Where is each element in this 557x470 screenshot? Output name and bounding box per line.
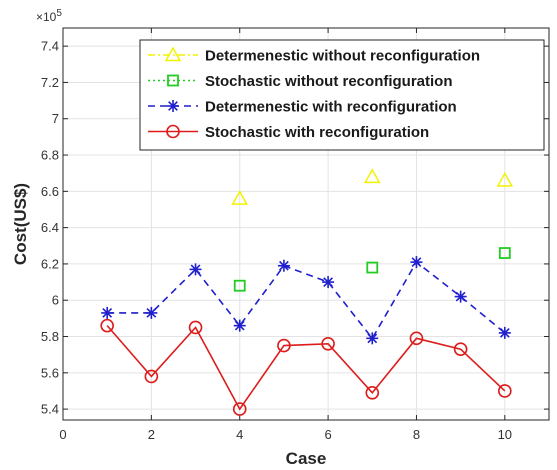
y-tick-label: 5.6 (41, 365, 59, 380)
square-marker (233, 279, 246, 292)
star-stroke (411, 257, 422, 267)
legend-label: Stochastic with reconfiguration (205, 124, 429, 141)
star-marker (366, 332, 379, 345)
star-marker (277, 259, 290, 272)
y-tick-label: 6.4 (41, 220, 59, 235)
star-stroke (146, 308, 157, 318)
series-line (106, 325, 506, 411)
square-marker (167, 74, 179, 87)
axes-box (62, 27, 550, 421)
legend-box (139, 39, 545, 151)
series-group (100, 168, 514, 416)
y-tick-label: 5.4 (41, 402, 59, 417)
star-stroke (279, 260, 289, 271)
circle-marker (498, 384, 512, 398)
y-tick-label: 5.8 (41, 329, 59, 344)
x-tick-label: 10 (498, 427, 512, 442)
star-marker (454, 290, 467, 303)
star-marker (322, 276, 335, 289)
y-tick-label: 6.8 (41, 148, 59, 163)
circle-marker (100, 318, 114, 333)
x-axis-title: Case (286, 449, 327, 468)
x-tick-label: 4 (236, 427, 243, 442)
axes: 0 2 4 6 8 10 5.4 5.6 5.8 6 6.2 6.4 6.6 6.8 7 7.2 7.4 (41, 27, 550, 442)
star-stroke (499, 328, 510, 338)
legend-label: Determenestic without reconfiguration (205, 48, 480, 65)
y-tick-label: 6 (52, 293, 59, 308)
square-marker (498, 247, 511, 259)
star-stroke (367, 333, 378, 344)
y-tick-label: 6.6 (41, 184, 59, 199)
star-marker (101, 306, 114, 319)
star-stroke (168, 101, 178, 111)
y-tick-label: 7.2 (41, 75, 59, 90)
legend-item: Determenestic with reconfiguration (148, 99, 457, 116)
y-tick-label: 7 (52, 111, 59, 126)
triangle-marker (164, 46, 182, 62)
x-tick-label: 0 (59, 427, 66, 442)
series-line (107, 260, 506, 340)
series-4 (100, 318, 512, 416)
series-2 (233, 247, 511, 292)
legend-label: Stochastic without reconfiguration (205, 73, 453, 90)
star-stroke (234, 320, 245, 331)
circle-marker (277, 338, 291, 353)
x-tick-label: 8 (413, 427, 420, 442)
circle-marker (144, 369, 159, 384)
y-tick-label: 7.4 (41, 39, 59, 54)
y-tick-label: 6.2 (41, 256, 59, 271)
star-marker (410, 256, 423, 269)
star-stroke (455, 291, 466, 302)
square-marker (366, 261, 379, 274)
legend: Determenestic without reconfiguration Sto… (139, 39, 545, 151)
y-exponent-base: ×10 (36, 10, 57, 24)
star-stroke (190, 264, 201, 275)
triangle-marker (231, 190, 249, 205)
star-stroke (323, 277, 333, 287)
axis-labels: ×105 Case Cost(US$) (11, 8, 326, 468)
star-stroke (102, 308, 113, 318)
triangle-marker (363, 168, 381, 184)
star-marker (145, 306, 158, 319)
circle-marker (166, 124, 180, 139)
y-exponent-power: 5 (56, 8, 62, 19)
circle-marker (188, 320, 203, 335)
circle-marker (409, 331, 424, 346)
triangle-marker (496, 171, 514, 187)
circle-marker (365, 385, 380, 400)
legend-item: Determenestic without reconfiguration (148, 46, 480, 65)
circle-marker (232, 402, 247, 416)
x-tick-label: 2 (148, 427, 155, 442)
legend-item: Stochastic without reconfiguration (148, 73, 453, 90)
y-exponent-label: ×105 (36, 8, 62, 24)
y-axis-title: Cost(US$) (11, 183, 30, 265)
star-marker (189, 263, 202, 276)
circle-marker (453, 342, 468, 357)
series-3 (101, 256, 511, 345)
x-tick-label: 6 (324, 427, 331, 442)
circle-marker (321, 336, 335, 351)
star-marker (167, 100, 179, 112)
legend-label: Determenestic with reconfiguration (205, 99, 457, 116)
series-1 (231, 168, 514, 205)
star-marker (498, 326, 511, 339)
star-marker (233, 319, 246, 332)
legend-item: Stochastic with reconfiguration (148, 124, 429, 141)
